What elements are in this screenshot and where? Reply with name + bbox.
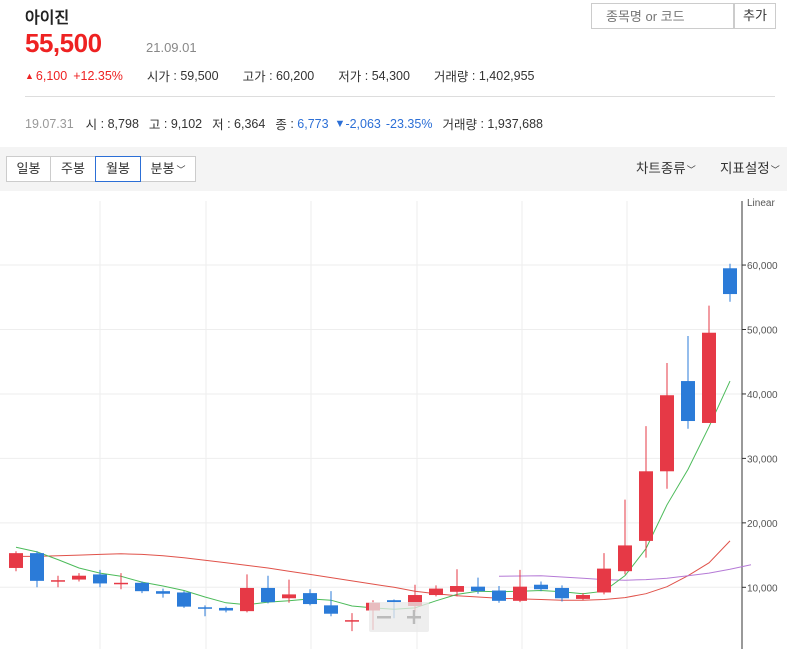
price-date: 21.09.01 bbox=[146, 40, 197, 55]
tab-monthly[interactable]: 월봉 bbox=[95, 156, 141, 182]
candle-body bbox=[639, 471, 653, 541]
candle-body bbox=[555, 587, 569, 599]
moving-average-line-purple bbox=[498, 564, 752, 581]
candlestick-chart[interactable]: 10,000 20,000 30,000 40,000 50,000 60,000 Line… bbox=[0, 191, 787, 649]
candle-body bbox=[72, 575, 86, 580]
y-axis-tick-label: 30,000 bbox=[747, 454, 778, 465]
tab-minute-label: 분봉 bbox=[150, 161, 175, 176]
tab-daily[interactable]: 일봉 bbox=[6, 156, 51, 182]
hover-close-label: 종 bbox=[275, 118, 287, 132]
zoom-control-bg bbox=[369, 602, 429, 632]
chart-toolbar: 일봉 주봉 월봉 분봉 ﹀ 차트종류﹀ 지표설정﹀ bbox=[0, 147, 787, 191]
down-arrow-icon: ▼ bbox=[334, 117, 346, 130]
y-axis-tick-label: 60,000 bbox=[747, 261, 778, 272]
candle-body bbox=[51, 580, 65, 582]
candle-body bbox=[156, 591, 170, 594]
high-value: 60,200 bbox=[276, 68, 315, 83]
candle-body bbox=[30, 553, 44, 581]
candle-body bbox=[282, 594, 296, 599]
indicator-menu[interactable]: 지표설정﹀ bbox=[720, 156, 780, 183]
chart-type-menu[interactable]: 차트종류﹀ bbox=[636, 156, 696, 183]
moving-average-line-green bbox=[15, 380, 731, 610]
candle-body bbox=[408, 595, 422, 606]
y-axis-tick-label: 10,000 bbox=[747, 583, 778, 594]
stock-name: 아이진 bbox=[25, 10, 70, 27]
candle-body bbox=[303, 593, 317, 605]
moving-average-line-red bbox=[16, 540, 731, 601]
chevron-down-icon: ﹀ bbox=[770, 165, 780, 175]
high-label: 고가 bbox=[242, 70, 266, 84]
change-percent: +12.35% bbox=[73, 68, 123, 83]
candle-body bbox=[345, 620, 359, 622]
candle-body bbox=[576, 595, 590, 599]
y-axis-tick-label: 50,000 bbox=[747, 326, 778, 337]
volume-value: 1,402,955 bbox=[478, 68, 535, 83]
hover-high-value: 9,102 bbox=[170, 116, 203, 131]
chart-type-label: 차트종류 bbox=[636, 161, 686, 176]
zoom-control[interactable] bbox=[369, 602, 429, 632]
candle-body bbox=[219, 607, 233, 611]
scale-label: Linear bbox=[747, 198, 775, 209]
y-axis-tick-label: 20,000 bbox=[747, 519, 778, 530]
candle-body bbox=[492, 590, 506, 601]
hover-volume-label: 거래량 bbox=[442, 118, 477, 132]
indicator-label: 지표설정 bbox=[720, 161, 770, 176]
open-label: 시가 bbox=[146, 70, 170, 84]
candle-body bbox=[513, 586, 527, 601]
up-arrow-icon: ▲ bbox=[25, 70, 34, 81]
search-input[interactable] bbox=[591, 3, 734, 29]
hover-date: 19.07.31 bbox=[25, 116, 74, 131]
candle-body bbox=[135, 582, 149, 592]
candle-body bbox=[387, 600, 401, 603]
candle-body bbox=[450, 586, 464, 592]
tab-weekly[interactable]: 주봉 bbox=[50, 156, 96, 182]
hover-close-value: 6,773 bbox=[297, 116, 329, 131]
candle-body bbox=[261, 587, 275, 603]
add-button[interactable]: 추가 bbox=[734, 3, 776, 29]
open-value: 59,500 bbox=[180, 68, 219, 83]
hover-candle-info: 19.07.31 시 : 8,798 고 : 9,102 저 : 6,364 종… bbox=[25, 114, 543, 133]
candle-body bbox=[618, 545, 632, 572]
candle-body bbox=[471, 586, 485, 592]
candle-body bbox=[177, 592, 191, 607]
candle-body bbox=[240, 587, 254, 612]
low-label: 저가 bbox=[338, 70, 362, 84]
hover-change-value: -2,063 bbox=[345, 116, 381, 131]
zoom-in-icon[interactable] bbox=[412, 610, 416, 624]
hover-volume-value: 1,937,688 bbox=[487, 116, 543, 131]
candle-body bbox=[534, 584, 548, 590]
candle-body bbox=[702, 332, 716, 423]
hover-high-label: 고 bbox=[148, 118, 161, 132]
daily-summary: ▲ 6,100 +12.35% 시가 : 59,500 고가 : 60,200 … bbox=[25, 66, 534, 85]
candle-body bbox=[198, 607, 212, 609]
tab-minute[interactable]: 분봉 ﹀ bbox=[140, 156, 196, 182]
low-value: 54,300 bbox=[371, 68, 410, 83]
chevron-down-icon: ﹀ bbox=[176, 165, 186, 175]
divider bbox=[25, 96, 775, 97]
candle-body bbox=[324, 605, 338, 614]
hover-low-label: 저 bbox=[212, 118, 224, 132]
change-value: 6,100 bbox=[35, 68, 68, 83]
y-axis-tick-label: 40,000 bbox=[747, 390, 778, 401]
candle-body bbox=[9, 553, 23, 568]
zoom-out-icon[interactable] bbox=[377, 616, 391, 619]
chevron-down-icon: ﹀ bbox=[686, 165, 696, 175]
candle-body bbox=[681, 381, 695, 422]
current-price: 55,500 bbox=[25, 28, 102, 58]
candle-body bbox=[429, 588, 443, 596]
candle-body bbox=[660, 395, 674, 472]
candle-body bbox=[597, 568, 611, 593]
candle-body bbox=[93, 574, 107, 584]
candle-body bbox=[723, 268, 737, 295]
hover-change-percent: -23.35% bbox=[385, 116, 433, 131]
hover-low-value: 6,364 bbox=[234, 116, 266, 131]
hover-open-label: 시 bbox=[85, 118, 98, 132]
hover-open-value: 8,798 bbox=[107, 116, 139, 131]
candle-body bbox=[114, 582, 128, 585]
volume-label: 거래량 bbox=[433, 70, 469, 84]
